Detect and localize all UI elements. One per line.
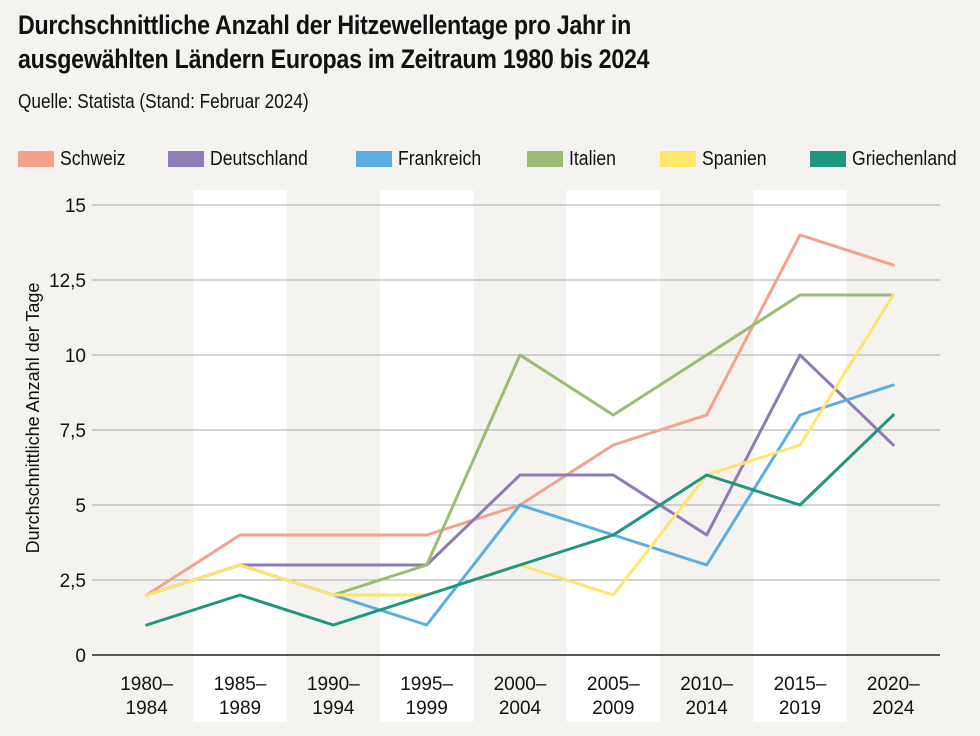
- y-tick-label-4: 10: [65, 346, 86, 367]
- series-line-griechenland: [145, 413, 895, 627]
- legend-item-schweiz: Schweiz: [18, 146, 134, 172]
- legend-label-italien: Italien: [569, 147, 616, 170]
- category-bands: [100, 190, 940, 722]
- x-tick-label-7: 2015– 2019: [774, 674, 827, 719]
- x-tick-label-2: 1990– 1994: [307, 674, 360, 719]
- category-band-2: [286, 190, 380, 722]
- category-band-4: [473, 190, 567, 722]
- category-band-5: [566, 190, 660, 722]
- chart-title-line-2: ausgewählten Ländern Europas im Zeitraum…: [18, 44, 650, 74]
- x-tick-label-3: 1995– 1999: [400, 674, 453, 719]
- chart-title-line-1: Durchschnittliche Anzahl der Hitzewellen…: [18, 10, 632, 40]
- y-tick-label-6: 15: [65, 196, 86, 217]
- y-axis-label: Durchschnittliche Anzahl der Tage: [23, 283, 43, 554]
- legend-swatch-griechenland: [810, 151, 846, 167]
- category-band-3: [380, 190, 474, 722]
- y-axis-ticks: 0 2,5 5 7,5 10 12,5 15: [49, 196, 86, 667]
- series-lines: [145, 233, 895, 627]
- y-tick-label-0: 0: [75, 646, 86, 667]
- x-tick-label-1: 1985– 1989: [214, 674, 267, 719]
- legend-swatch-frankreich: [356, 151, 392, 167]
- legend-item-deutschland: Deutschland: [168, 146, 321, 172]
- x-tick-label-0: 1980– 1984: [120, 674, 173, 719]
- legend-label-spanien: Spanien: [702, 147, 767, 170]
- y-tick-label-3: 7,5: [60, 421, 86, 442]
- x-axis-ticks: 1980– 1984 1985– 1989 1990– 1994 1995– 1999 2000…: [120, 674, 920, 719]
- legend-label-deutschland: Deutschland: [210, 147, 308, 170]
- category-band-1: [193, 190, 287, 722]
- series-line-deutschland: [145, 353, 895, 597]
- y-tick-label-2: 5: [75, 496, 86, 517]
- category-band-0: [100, 190, 194, 722]
- legend-label-griechenland: Griechenland: [852, 147, 957, 170]
- category-band-6: [660, 190, 754, 722]
- x-tick-label-4: 2000– 2004: [494, 674, 547, 719]
- legend-swatch-deutschland: [168, 151, 204, 167]
- legend-item-frankreich: Frankreich: [356, 146, 492, 172]
- legend-item-italien: Italien: [527, 146, 622, 172]
- legend-item-griechenland: Griechenland: [810, 146, 971, 172]
- legend-swatch-italien: [527, 151, 563, 167]
- legend-label-schweiz: Schweiz: [60, 147, 126, 170]
- y-tick-label-1: 2,5: [60, 571, 86, 592]
- legend-label-frankreich: Frankreich: [398, 147, 482, 170]
- category-band-8: [846, 190, 940, 722]
- y-tick-label-5: 12,5: [49, 271, 86, 292]
- chart-legend: Schweiz Deutschland Frankreich Italien S…: [18, 146, 978, 172]
- legend-item-spanien: Spanien: [660, 146, 775, 172]
- legend-swatch-spanien: [660, 151, 696, 167]
- x-tick-label-5: 2005– 2009: [587, 674, 640, 719]
- x-tick-label-6: 2010– 2014: [680, 674, 733, 719]
- legend-swatch-schweiz: [18, 151, 54, 167]
- chart-subtitle: Quelle: Statista (Stand: Februar 2024): [18, 91, 309, 113]
- chart-title: Durchschnittliche Anzahl der Hitzewellen…: [18, 8, 835, 76]
- x-tick-label-8: 2020– 2024: [867, 674, 920, 719]
